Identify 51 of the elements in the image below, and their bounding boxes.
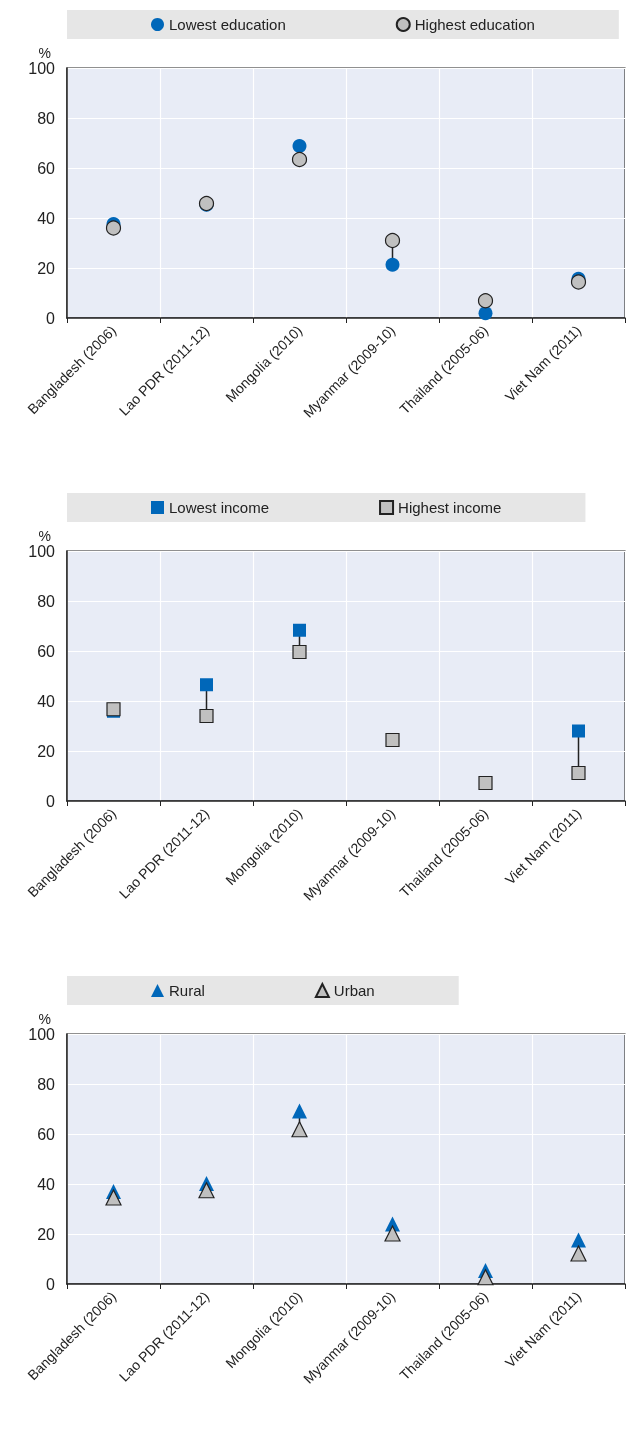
- point: [293, 623, 306, 637]
- y-axis-title: %: [38, 1011, 51, 1027]
- y-tick-label: 0: [46, 1275, 56, 1293]
- y-tick-label: 40: [37, 692, 56, 710]
- y-tick-label: 20: [37, 1225, 56, 1243]
- point: [105, 220, 122, 236]
- y-tick-label: 60: [37, 642, 56, 660]
- y-tick-label: 20: [37, 742, 56, 760]
- point: [572, 724, 585, 738]
- y-tick-label: 60: [37, 1125, 56, 1143]
- point: [571, 765, 586, 781]
- y-tick-label: 100: [28, 542, 56, 560]
- point: [105, 1189, 122, 1206]
- point: [292, 139, 307, 153]
- y-tick-label: 100: [28, 1025, 56, 1043]
- point: [477, 293, 494, 309]
- legend-label: Highest education: [414, 16, 535, 33]
- point: [291, 1121, 308, 1138]
- y-tick-label: 80: [37, 592, 56, 610]
- point: [384, 232, 401, 249]
- point: [291, 151, 308, 168]
- y-tick-label: 40: [37, 1175, 56, 1193]
- point: [384, 1225, 401, 1242]
- point: [385, 257, 400, 272]
- point: [200, 678, 213, 692]
- y-tick-label: 40: [37, 209, 56, 227]
- legend-label: Lowest education: [169, 16, 286, 33]
- y-tick-label: 80: [37, 1075, 56, 1093]
- legend-label: Rural: [169, 982, 205, 999]
- point: [385, 732, 400, 748]
- y-tick-label: 20: [37, 259, 56, 277]
- point: [477, 1269, 494, 1286]
- y-axis-title: %: [38, 45, 51, 61]
- legend-label: Lowest income: [169, 499, 270, 516]
- point: [292, 644, 307, 660]
- y-tick-label: 60: [37, 159, 56, 177]
- y-tick-label: 0: [46, 792, 56, 810]
- point: [570, 1245, 587, 1262]
- y-tick-label: 80: [37, 109, 56, 127]
- point: [199, 708, 214, 724]
- point: [478, 306, 493, 321]
- point: [478, 775, 493, 791]
- legend-label: Urban: [333, 982, 375, 999]
- point: [571, 1232, 586, 1248]
- legend-label: Highest income: [398, 499, 502, 516]
- y-tick-label: 0: [46, 309, 56, 327]
- y-tick-label: 100: [28, 59, 56, 77]
- point: [198, 1182, 215, 1199]
- point: [292, 1103, 307, 1119]
- y-axis-title: %: [38, 528, 51, 544]
- point: [570, 274, 587, 290]
